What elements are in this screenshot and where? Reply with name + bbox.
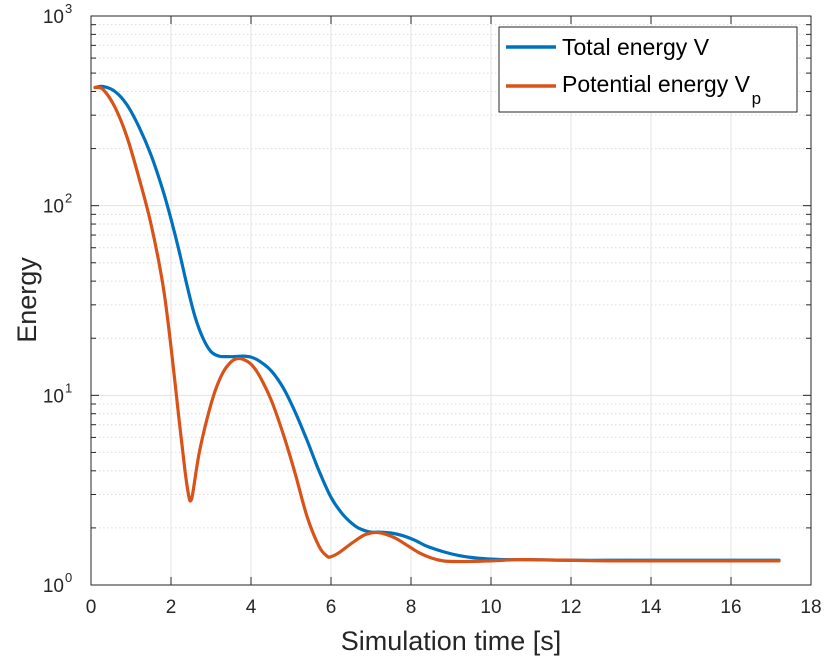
y-tick-label-exponent: 3 [65, 1, 72, 16]
y-tick-label-exponent: 1 [65, 380, 72, 395]
legend-label-potential-subscript: p [752, 89, 761, 108]
series-layer [93, 84, 781, 564]
x-tick-labels: 0 2 4 6 8 10 12 14 16 18 [86, 597, 822, 618]
axis-ticks [90, 15, 812, 586]
y-tick-label-base: 10 [43, 7, 64, 28]
y-tick-label-base: 10 [43, 386, 64, 407]
legend-label-total-energy: Total energy V [562, 34, 710, 60]
x-tick-label: 0 [86, 597, 97, 618]
y-tick-label-base: 10 [43, 576, 64, 597]
legend: Total energy V Potential energy V p [498, 26, 798, 113]
x-tick-label: 8 [406, 597, 417, 618]
y-tick-label-exponent: 0 [65, 570, 72, 585]
plot-frame [90, 15, 812, 586]
legend-label-potential-energy: Potential energy V [562, 71, 751, 97]
x-tick-label: 12 [560, 597, 581, 618]
x-tick-label: 6 [326, 597, 337, 618]
legend-box [498, 26, 798, 113]
x-tick-label: 4 [246, 597, 257, 618]
series-line-potential-energy [93, 85, 781, 564]
x-tick-label: 18 [800, 597, 821, 618]
y-tick-label-exponent: 2 [65, 191, 72, 206]
x-tick-label: 10 [480, 597, 501, 618]
x-tick-label: 2 [166, 597, 177, 618]
y-tick-label-base: 10 [43, 197, 64, 218]
x-axis-label: Simulation time [s] [341, 626, 562, 656]
x-tick-label: 14 [640, 597, 662, 618]
y-axis-label: Energy [12, 257, 42, 343]
x-tick-label: 16 [720, 597, 741, 618]
